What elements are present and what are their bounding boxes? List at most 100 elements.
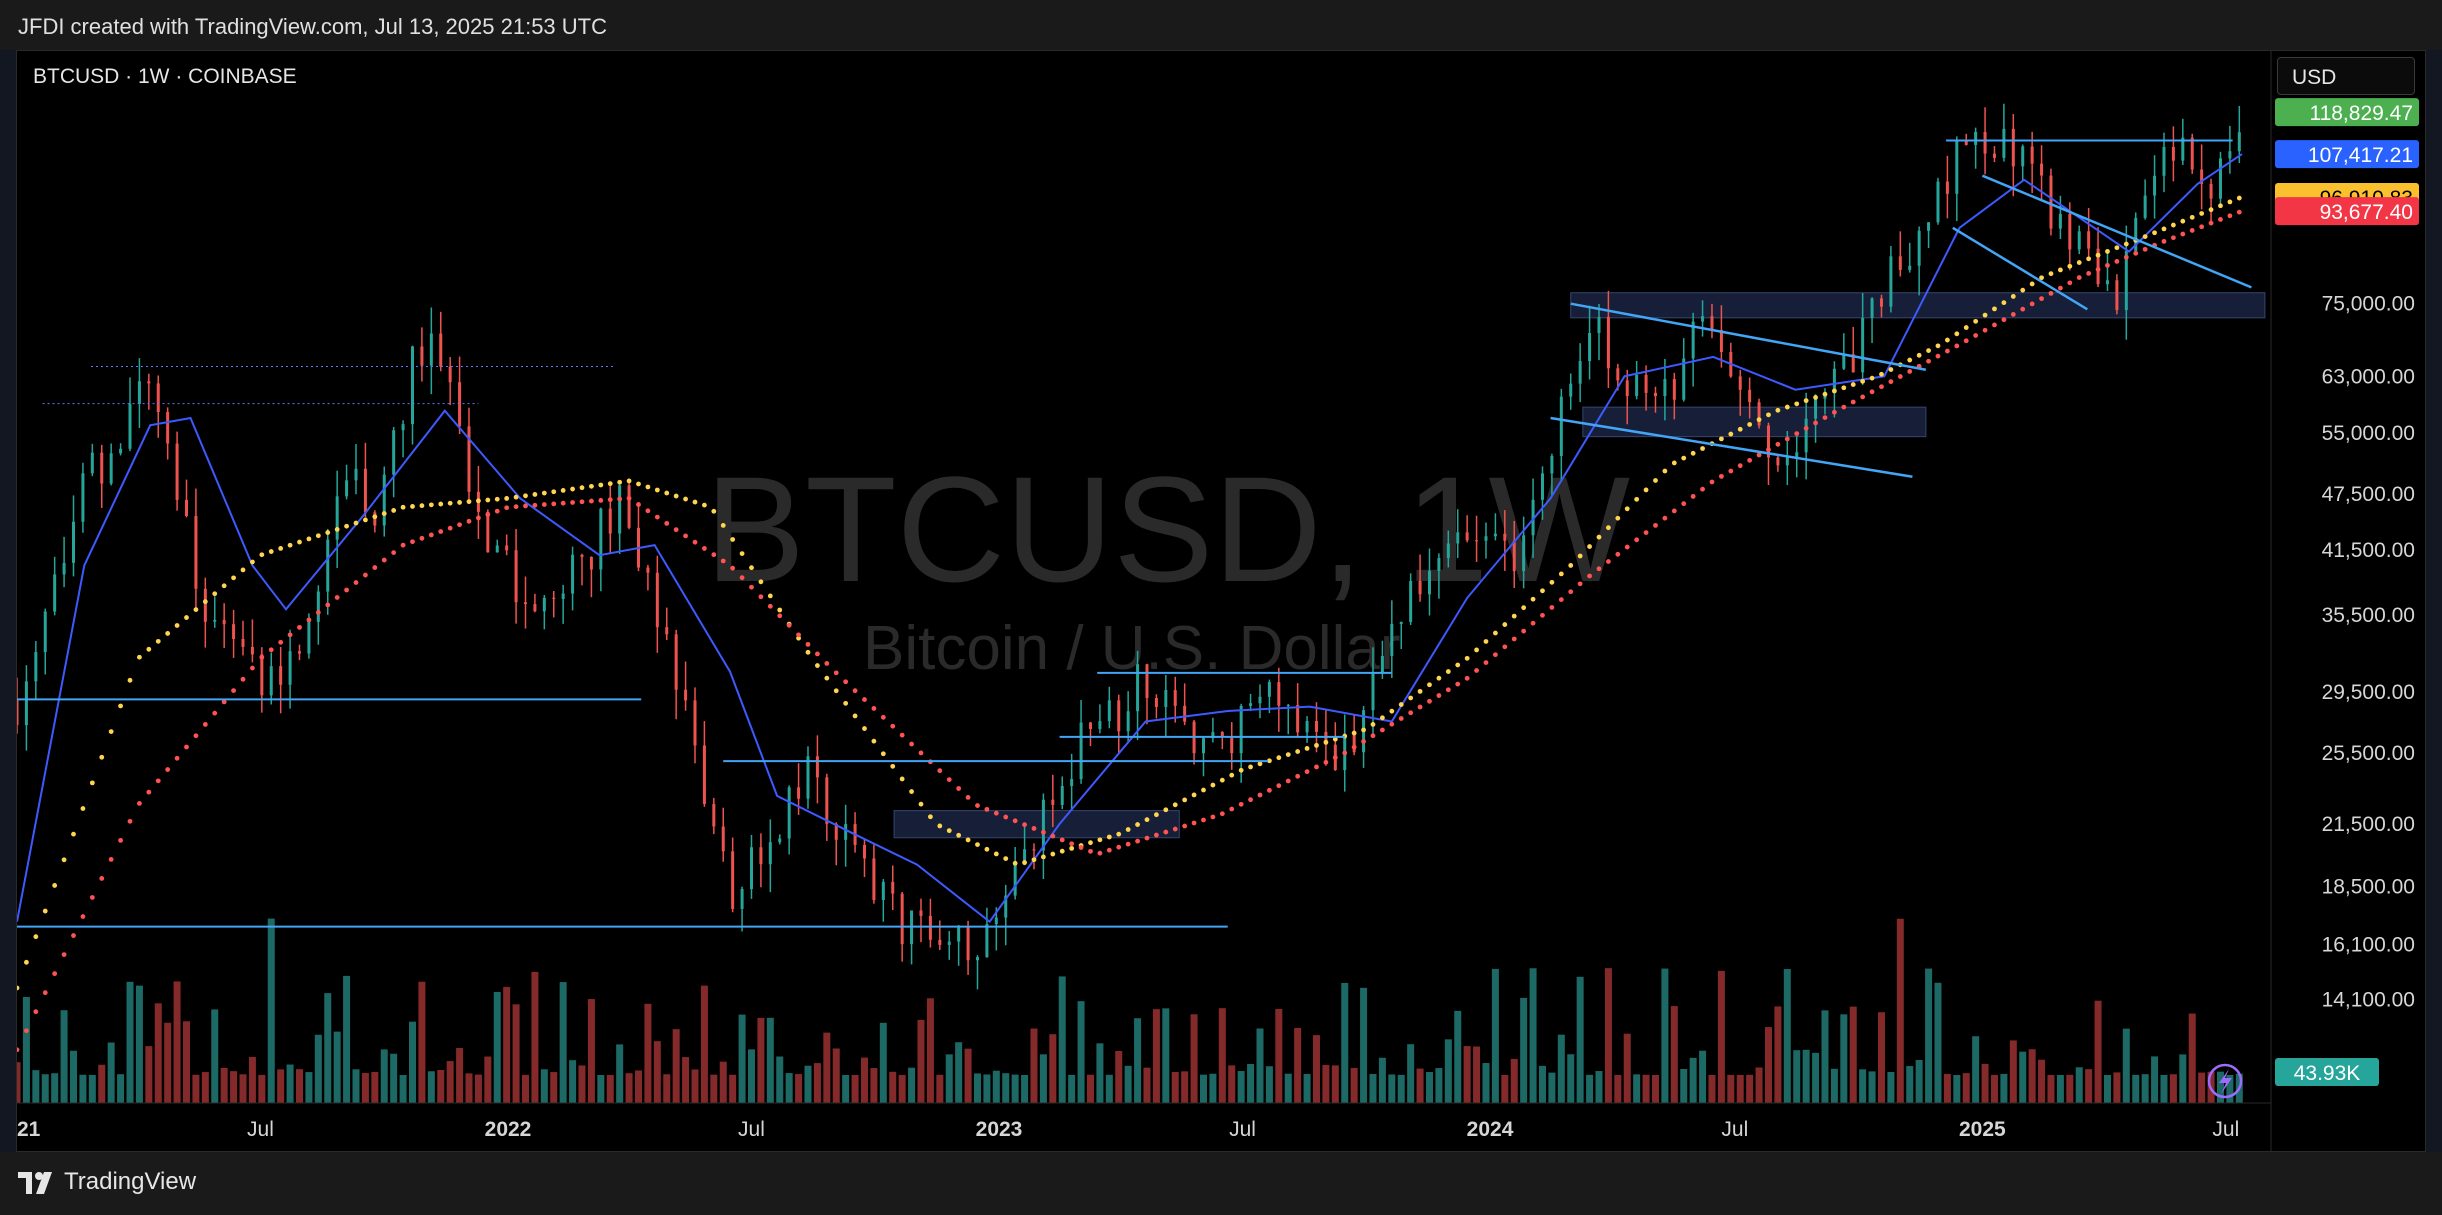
indicator-dot <box>1191 820 1197 826</box>
indicator-dot <box>2218 217 2223 222</box>
volume-bar <box>1548 1072 1556 1103</box>
indicator-dot <box>410 504 415 509</box>
candle-body <box>137 381 141 404</box>
volume-bar <box>41 1074 49 1103</box>
indicator-dot <box>1493 652 1498 658</box>
candle-body <box>316 591 320 622</box>
indicator-dot <box>212 710 218 716</box>
volume-bar <box>361 1073 369 1103</box>
candle-body <box>17 699 19 726</box>
volume-bar <box>1868 1071 1876 1103</box>
indicator-dot <box>805 649 811 655</box>
indicator-dot <box>777 607 783 613</box>
indicator-dot <box>1540 588 1545 594</box>
candle-body <box>1465 532 1469 541</box>
candle-body <box>514 550 518 603</box>
indicator-dot <box>1615 551 1621 557</box>
chart-caption: JFDI created with TradingView.com, Jul 1… <box>18 14 607 39</box>
volume-bar <box>32 1070 40 1103</box>
volume-bar <box>1049 1034 1057 1103</box>
volume-bar <box>747 1049 755 1103</box>
candle-body <box>674 634 678 690</box>
indicator-dot <box>1050 851 1056 857</box>
indicator-dot <box>1982 312 1988 318</box>
volume-bar <box>1972 1036 1980 1103</box>
candle-body <box>1475 540 1479 542</box>
volume-bar <box>729 1074 737 1103</box>
indicator-dot <box>1530 620 1536 626</box>
volume-bar <box>1002 1073 1010 1103</box>
indicator-dot <box>1653 478 1658 483</box>
indicator-dot <box>1775 407 1781 413</box>
candle-body <box>1644 374 1648 393</box>
candle-body <box>1314 720 1318 732</box>
volume-bar <box>908 1067 916 1103</box>
candle-body <box>1296 705 1300 733</box>
price-axis[interactable]: 75,000.00 63,000.00 55,000.00 47,500.00 41,5… <box>2322 293 2415 1012</box>
indicator-dot <box>1342 750 1348 756</box>
indicator-dot <box>184 744 189 750</box>
candle-body <box>109 453 113 484</box>
drawing-layer <box>17 139 2252 928</box>
volume-bar <box>1661 968 1669 1103</box>
indicator-dot <box>2095 266 2101 272</box>
candle-body <box>731 851 735 909</box>
indicator-dot <box>1634 496 1640 502</box>
volume-bar <box>1538 1065 1546 1103</box>
volume-bar <box>1378 1057 1386 1103</box>
chart-panel[interactable]: BTCUSD, 1W Bitcoin / U.S. Dollar 75,000.… <box>16 50 2427 1153</box>
currency-selector[interactable]: USD <box>2277 57 2415 95</box>
candle-body <box>684 689 688 701</box>
watermark-name: Bitcoin / U.S. Dollar <box>863 614 1401 683</box>
price-chart[interactable]: BTCUSD, 1W Bitcoin / U.S. Dollar 75,000.… <box>17 51 2427 1153</box>
candle-body <box>571 554 575 594</box>
candle-body <box>1559 396 1563 457</box>
volume-bar <box>776 1056 784 1103</box>
candle-body <box>1578 361 1582 384</box>
indicator-dot <box>1954 331 1960 337</box>
lightning-icon[interactable] <box>2207 1063 2243 1099</box>
indicator-dot <box>607 497 613 503</box>
candle-body <box>552 597 556 599</box>
indicator-dot <box>702 546 707 551</box>
indicator-dot <box>598 482 604 488</box>
indicator-dot <box>1106 834 1112 840</box>
indicator-dot <box>1276 783 1282 789</box>
volume-bar <box>1840 1014 1848 1103</box>
volume-bar <box>1454 1010 1462 1103</box>
volume-bar <box>1755 1067 1763 1103</box>
candle-layer <box>17 103 2241 990</box>
indicator-dot <box>1888 379 1894 385</box>
indicator-dot <box>1116 844 1122 850</box>
volume-bar <box>1331 1065 1339 1103</box>
candle-body <box>1013 864 1017 896</box>
time-axis[interactable]: 2021 Jul 2022 Jul 2023 Jul 2024 Jul 2025 Jul <box>17 1118 2239 1141</box>
indicator-dot <box>541 502 547 507</box>
indicator-dot <box>1078 845 1084 850</box>
candle-body <box>1098 721 1102 730</box>
candle-body <box>646 567 650 573</box>
volume-bar <box>1670 1006 1678 1103</box>
candle-body <box>561 593 565 599</box>
volume-bar <box>456 1048 464 1103</box>
volume-label-box <box>2275 1058 2379 1086</box>
candle-body <box>1955 139 1959 194</box>
indicator-dot <box>1154 832 1159 838</box>
indicator-dot <box>419 503 425 509</box>
symbol-title[interactable]: BTCUSD · 1W · COINBASE <box>33 65 297 88</box>
indicator-dot <box>1737 463 1743 469</box>
indicator-dot <box>1323 759 1329 765</box>
indicator-dot <box>1521 605 1527 611</box>
volume-bar <box>1284 1073 1292 1103</box>
volume-bar <box>1115 1050 1123 1103</box>
indicator-dot <box>720 522 726 528</box>
indicator-dot <box>1427 698 1432 704</box>
indicator-dot <box>1445 669 1451 674</box>
indicator-dot <box>504 496 510 501</box>
volume-bar <box>757 1017 765 1103</box>
time-tick-label: Jul <box>2212 1118 2239 1141</box>
candle-body <box>2105 280 2109 285</box>
indicator-dot <box>1267 787 1272 793</box>
volume-bar <box>2056 1074 2064 1103</box>
volume-bar <box>1294 1027 1302 1103</box>
